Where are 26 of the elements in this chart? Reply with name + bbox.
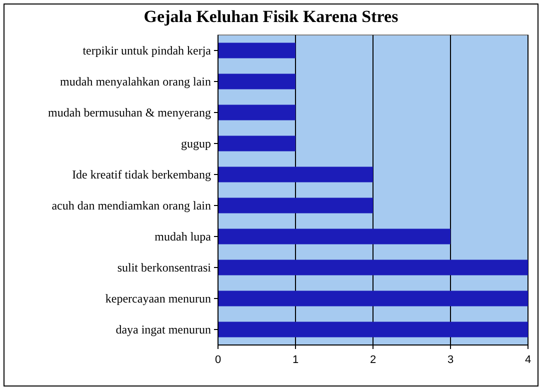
bar — [218, 166, 373, 182]
y-tick-label: daya ingat menurun — [116, 322, 211, 337]
bar — [218, 136, 296, 152]
bar — [218, 228, 450, 244]
x-tick-label: 0 — [214, 354, 222, 366]
y-tick-label: acuh dan mendiamkan orang lain — [52, 198, 211, 213]
chart-title: Gejala Keluhan Fisik Karena Stres — [144, 7, 399, 26]
bar — [218, 260, 528, 276]
x-tick-label: 2 — [370, 354, 376, 366]
x-tick-label: 4 — [524, 354, 532, 366]
bar — [218, 290, 528, 306]
bar — [218, 198, 373, 214]
bar — [218, 322, 528, 338]
y-tick-label: kepercayaan menurun — [105, 292, 211, 306]
bar — [218, 42, 296, 58]
bar — [218, 104, 296, 120]
y-tick-label: mudah lupa — [154, 230, 212, 244]
y-tick-label: terpikir untuk pindah kerja — [82, 44, 212, 58]
y-tick-label: mudah bermusuhan & menyerang — [48, 106, 211, 120]
bar — [218, 74, 296, 90]
y-tick-label: gugup — [181, 136, 211, 151]
x-tick-label: 3 — [447, 354, 454, 366]
y-tick-label: Ide kreatif tidak berkembang — [72, 168, 211, 182]
x-tick-label: 1 — [292, 354, 299, 366]
y-tick-label: sulit berkonsentrasi — [117, 260, 212, 275]
y-tick-label: mudah menyalahkan orang lain — [60, 74, 211, 89]
